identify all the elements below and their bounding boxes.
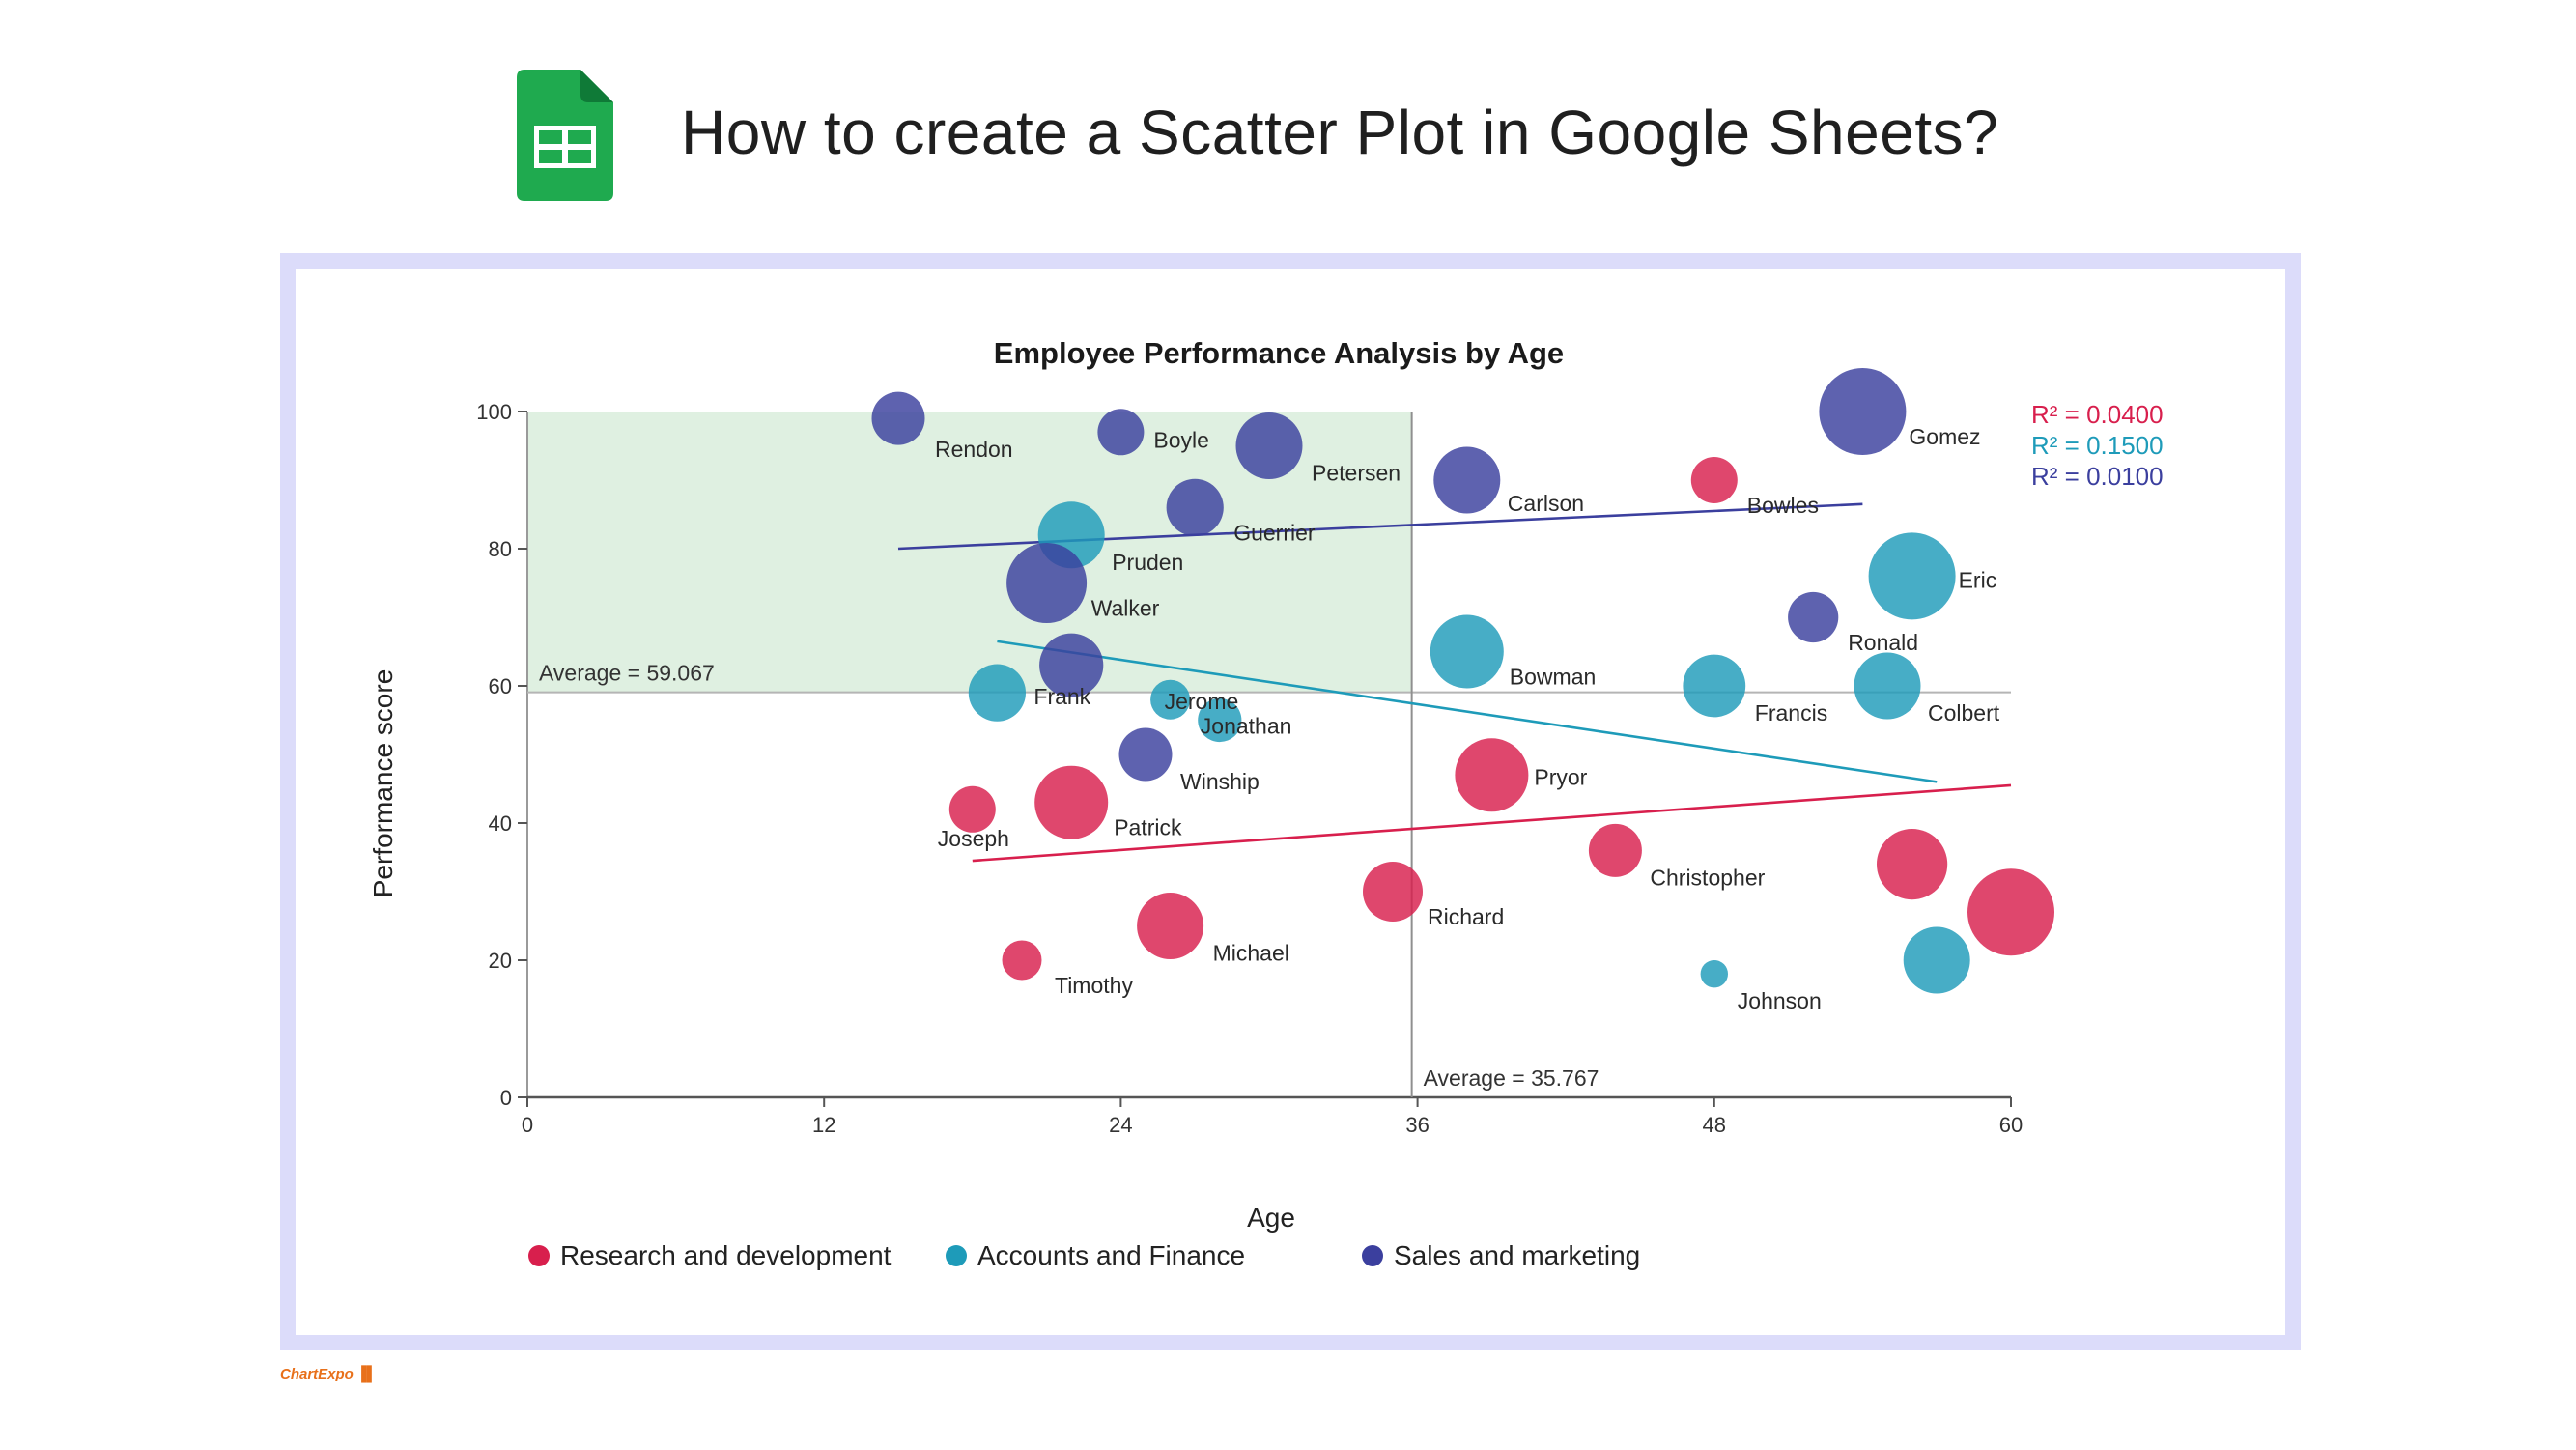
legend-marker [946,1245,967,1266]
point-label: Colbert [1928,700,2000,725]
y-tick-label: 60 [489,674,512,698]
trend-line [997,640,1938,783]
page-title: How to create a Scatter Plot in Google S… [681,98,1999,167]
average-y-label: Average = 59.067 [539,661,715,686]
point-label: Johnson [1738,988,1822,1013]
data-point [1118,727,1173,782]
page-header: How to create a Scatter Plot in Google S… [0,0,2576,242]
legend-label: Accounts and Finance [977,1240,1245,1270]
data-point [1690,457,1738,503]
google-sheets-icon [517,70,613,201]
brand-logo: ChartExpo ▐▌ [280,1366,377,1382]
data-point [1039,633,1104,697]
data-point [1788,591,1839,643]
data-point [1903,926,1970,994]
point-label: Ronald [1848,630,1918,655]
data-point [1683,654,1746,718]
point-label: Michael [1213,941,1289,966]
y-tick-label: 40 [489,811,512,836]
point-label: Christopher [1650,865,1765,890]
y-tick-label: 20 [489,949,512,973]
data-point [1235,412,1303,479]
chart-title: Employee Performance Analysis by Age [994,336,1564,370]
data-point [1700,960,1729,988]
average-x-label: Average = 35.767 [1424,1066,1599,1091]
point-label: Pruden [1112,550,1183,575]
data-point [1433,446,1501,514]
x-tick-label: 48 [1703,1113,1726,1137]
data-point [1097,409,1145,456]
data-point [1198,697,1242,743]
data-point [1034,765,1109,839]
data-point [1854,652,1921,720]
point-label: Joseph [938,826,1009,851]
point-label: Patrick [1114,815,1182,840]
point-label: Winship [1180,769,1260,794]
data-point [948,785,996,833]
legend-marker [528,1245,550,1266]
legend-label: Sales and marketing [1394,1240,1640,1270]
point-label: Frank [1033,684,1090,709]
point-label: Francis [1755,700,1827,725]
data-point [968,664,1026,722]
x-tick-label: 12 [812,1113,835,1137]
point-label: Gomez [1909,424,1980,449]
x-tick-label: 24 [1109,1113,1132,1137]
legend-label: Research and development [560,1240,892,1270]
data-point [871,391,925,445]
point-label: Timothy [1055,973,1133,998]
y-axis-title: Performance score [368,669,398,898]
x-tick-label: 0 [522,1113,533,1137]
x-tick-label: 36 [1405,1113,1429,1137]
point-label: Petersen [1312,461,1401,486]
data-point [1002,940,1042,981]
r-squared-label: R² = 0.0400 [2031,400,2164,429]
point-label: Eric [1959,567,1997,592]
trend-line [972,783,2012,863]
chartexpo-logo-icon: ▐▌ [355,1366,378,1382]
x-tick-label: 60 [1999,1113,2023,1137]
y-tick-label: 100 [476,400,512,424]
r-squared-label: R² = 0.0100 [2031,462,2164,491]
data-point [1150,679,1191,720]
r-squared-label: R² = 0.1500 [2031,431,2164,460]
data-point [1137,893,1204,959]
point-label: Guerrier [1233,520,1316,545]
point-label: Boyle [1153,427,1209,452]
data-point [1006,543,1088,623]
point-label: Walker [1091,596,1160,621]
x-axis-title: Age [1247,1203,1295,1233]
data-point [1455,738,1529,812]
point-label: Pryor [1534,764,1587,789]
data-point [1967,868,2054,956]
chart-frame: 0 12 24 36 48 60 0 20 40 60 80 100 Joseph Patrick Tim… [280,253,2301,1350]
point-label: Richard [1428,904,1504,929]
y-tick-label: 80 [489,537,512,561]
data-point [1819,368,1907,455]
scatter-chart: 0 12 24 36 48 60 0 20 40 60 80 100 Joseph Patrick Tim… [368,336,2164,1270]
point-label: Carlson [1508,491,1584,516]
point-label: Jonathan [1201,714,1292,739]
data-point [1868,532,1956,620]
data-point [1588,823,1642,877]
data-point [1877,829,1948,900]
data-point [1363,862,1423,922]
point-label: Bowman [1510,665,1596,690]
point-label: Rendon [935,437,1013,462]
y-tick-label: 0 [500,1086,512,1110]
data-point [1430,614,1504,689]
point-label: Jerome [1165,689,1239,714]
legend-marker [1362,1245,1383,1266]
data-point [1166,478,1224,536]
brand-name: ChartExpo [280,1366,354,1382]
point-label: Bowles [1747,493,1819,518]
chart-card: 0 12 24 36 48 60 0 20 40 60 80 100 Joseph Patrick Tim… [296,269,2285,1335]
